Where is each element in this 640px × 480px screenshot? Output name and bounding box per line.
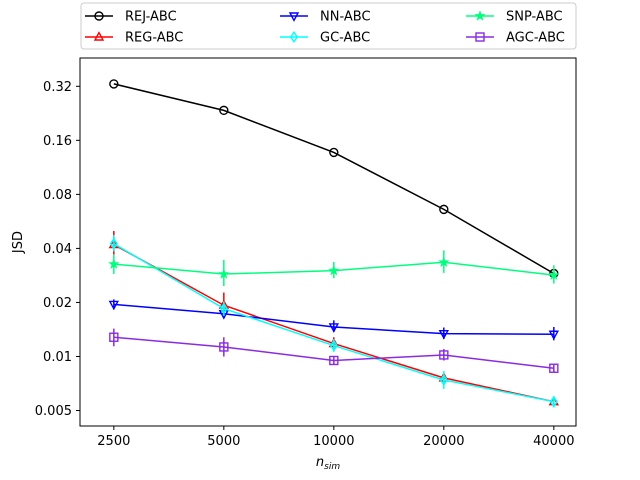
legend-item-reg-abc: REG-ABC bbox=[85, 31, 183, 46]
data-point-nn-abc bbox=[548, 330, 559, 341]
series-snp-abc bbox=[108, 250, 560, 286]
legend-marker-gc-abc bbox=[289, 30, 299, 44]
data-point-agc-abc bbox=[329, 355, 339, 366]
data-point-snp-abc bbox=[438, 256, 450, 267]
series-rej-abc bbox=[109, 79, 559, 279]
y-tick-label: 0.04 bbox=[43, 242, 72, 257]
legend-label-nn-abc: NN-ABC bbox=[320, 10, 371, 25]
legend-item-nn-abc: NN-ABC bbox=[280, 10, 371, 25]
legend-marker-snp-abc bbox=[474, 10, 486, 21]
data-point-rej-abc bbox=[219, 105, 229, 116]
series-line-rej-abc bbox=[113, 83, 555, 275]
data-point-rej-abc bbox=[329, 147, 339, 158]
y-axis-title: JSD bbox=[11, 231, 26, 254]
x-tick-label: 5000 bbox=[207, 434, 240, 449]
data-point-gc-abc bbox=[219, 302, 228, 315]
data-point-gc-abc bbox=[439, 373, 448, 387]
data-point-nn-abc bbox=[438, 329, 449, 340]
series-layer bbox=[108, 79, 560, 408]
plot-area bbox=[80, 58, 576, 426]
y-tick-label: 0.16 bbox=[43, 134, 72, 149]
x-tick-label: 10000 bbox=[313, 434, 354, 449]
legend-label-gc-abc: GC-ABC bbox=[320, 31, 370, 46]
x-axis-title-main: n bbox=[316, 455, 324, 470]
x-axis: 2500 5000 10000 20000 40000 bbox=[97, 426, 575, 449]
legend: REJ-ABC REG-ABC NN-ABC GC-ABC SNP-ABC AGC-ABC bbox=[80, 2, 577, 50]
data-point-nn-abc bbox=[328, 323, 340, 333]
legend-label-rej-abc: REJ-ABC bbox=[125, 10, 177, 25]
legend-item-snp-abc: SNP-ABC bbox=[466, 10, 563, 25]
legend-box bbox=[80, 2, 577, 50]
data-point-snp-abc bbox=[108, 258, 120, 269]
data-point-snp-abc bbox=[328, 264, 340, 276]
data-point-rej-abc bbox=[439, 204, 449, 215]
legend-item-rej-abc: REJ-ABC bbox=[85, 10, 177, 25]
y-tick-label: 0.32 bbox=[43, 80, 72, 95]
data-point-agc-abc bbox=[109, 332, 119, 342]
legend-label-reg-abc: REG-ABC bbox=[125, 31, 183, 46]
x-axis-title-sub: sim bbox=[324, 462, 340, 472]
data-point-agc-abc bbox=[219, 342, 229, 352]
y-tick-label: 0.005 bbox=[35, 404, 72, 419]
y-tick-label: 0.01 bbox=[43, 350, 72, 365]
x-tick-label: 40000 bbox=[533, 434, 574, 449]
legend-label-snp-abc: SNP-ABC bbox=[506, 10, 563, 25]
series-gc-abc bbox=[109, 235, 558, 408]
y-axis: 0.005 0.01 0.02 0.04 0.08 0.16 0.32 bbox=[35, 80, 80, 419]
plot-background bbox=[80, 58, 576, 426]
data-point-snp-abc bbox=[218, 268, 230, 279]
y-tick-label: 0.02 bbox=[43, 296, 72, 311]
plot-frame bbox=[79, 57, 577, 427]
y-tick-label: 0.08 bbox=[43, 188, 72, 203]
data-point-agc-abc bbox=[439, 350, 449, 360]
legend-label-agc-abc: AGC-ABC bbox=[506, 31, 565, 46]
x-tick-label: 20000 bbox=[423, 434, 464, 449]
data-point-agc-abc bbox=[549, 363, 559, 373]
data-point-rej-abc bbox=[109, 79, 119, 89]
legend-marker-nn-abc bbox=[288, 12, 300, 22]
series-agc-abc bbox=[109, 328, 559, 373]
legend-item-agc-abc: AGC-ABC bbox=[466, 31, 565, 46]
x-tick-label: 2500 bbox=[97, 434, 130, 449]
data-point-gc-abc bbox=[549, 395, 558, 408]
data-point-nn-abc bbox=[108, 300, 120, 311]
legend-marker-reg-abc bbox=[93, 31, 105, 41]
legend-marker-rej-abc bbox=[94, 11, 104, 21]
data-point-gc-abc bbox=[109, 237, 118, 250]
data-point-gc-abc bbox=[329, 339, 338, 352]
legend-marker-agc-abc bbox=[475, 32, 485, 42]
data-point-snp-abc bbox=[548, 269, 560, 280]
x-axis-title: nsim bbox=[316, 455, 340, 472]
legend-item-gc-abc: GC-ABC bbox=[280, 31, 370, 46]
